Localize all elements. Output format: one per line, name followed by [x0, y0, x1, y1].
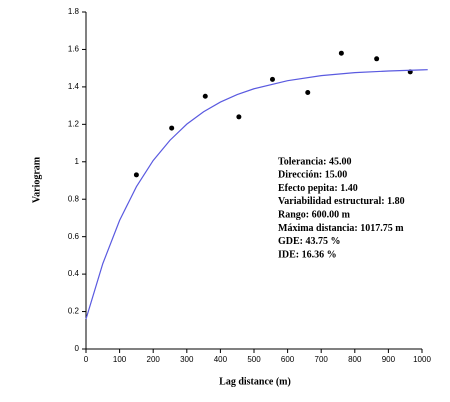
annotation: Variabilidad estructural: 1.80 [278, 196, 405, 207]
data-point [202, 93, 208, 99]
y-tick-label: 1.6 [68, 45, 80, 54]
annotation: Efecto pepita: 1.40 [278, 183, 358, 194]
x-tick-label: 100 [113, 355, 127, 364]
model-curve [85, 69, 428, 320]
data-point [169, 125, 175, 131]
data-point [338, 50, 344, 56]
data-point [269, 76, 275, 82]
data-point [305, 90, 311, 96]
x-tick-label: 0 [84, 355, 89, 364]
y-tick-label: 0 [75, 344, 80, 353]
annotation: IDE: 16.36 % [278, 249, 337, 260]
y-axis-label: Variogram [31, 156, 42, 203]
x-tick-label: 400 [214, 355, 228, 364]
x-tick-label: 1000 [413, 355, 431, 364]
y-tick-label: 1.4 [68, 82, 80, 91]
data-point [374, 56, 380, 62]
y-tick-label: 0.4 [68, 269, 80, 278]
x-tick-label: 900 [382, 355, 396, 364]
annotation: Dirección: 15.00 [278, 170, 347, 181]
y-tick-label: 1.8 [68, 7, 80, 16]
annotation: Máxima distancia: 1017.75 m [278, 223, 404, 234]
y-tick-label: 0.6 [68, 232, 80, 241]
data-point [236, 114, 242, 120]
x-tick-label: 200 [147, 355, 161, 364]
x-axis-label: Lag distance (m) [219, 376, 291, 387]
x-tick-label: 500 [247, 355, 261, 364]
annotation: Rango: 600.00 m [278, 209, 351, 220]
x-tick-label: 800 [348, 355, 362, 364]
data-point [133, 172, 139, 178]
y-tick-label: 0.8 [68, 194, 80, 203]
annotation: Tolerancia: 45.00 [278, 156, 352, 167]
y-tick-label: 1 [75, 157, 80, 166]
x-tick-label: 600 [281, 355, 295, 364]
x-tick-label: 700 [315, 355, 329, 364]
x-tick-label: 300 [180, 355, 194, 364]
y-tick-label: 1.2 [68, 119, 80, 128]
annotation: GDE: 43.75 % [278, 236, 341, 247]
y-tick-label: 0.2 [68, 307, 80, 316]
